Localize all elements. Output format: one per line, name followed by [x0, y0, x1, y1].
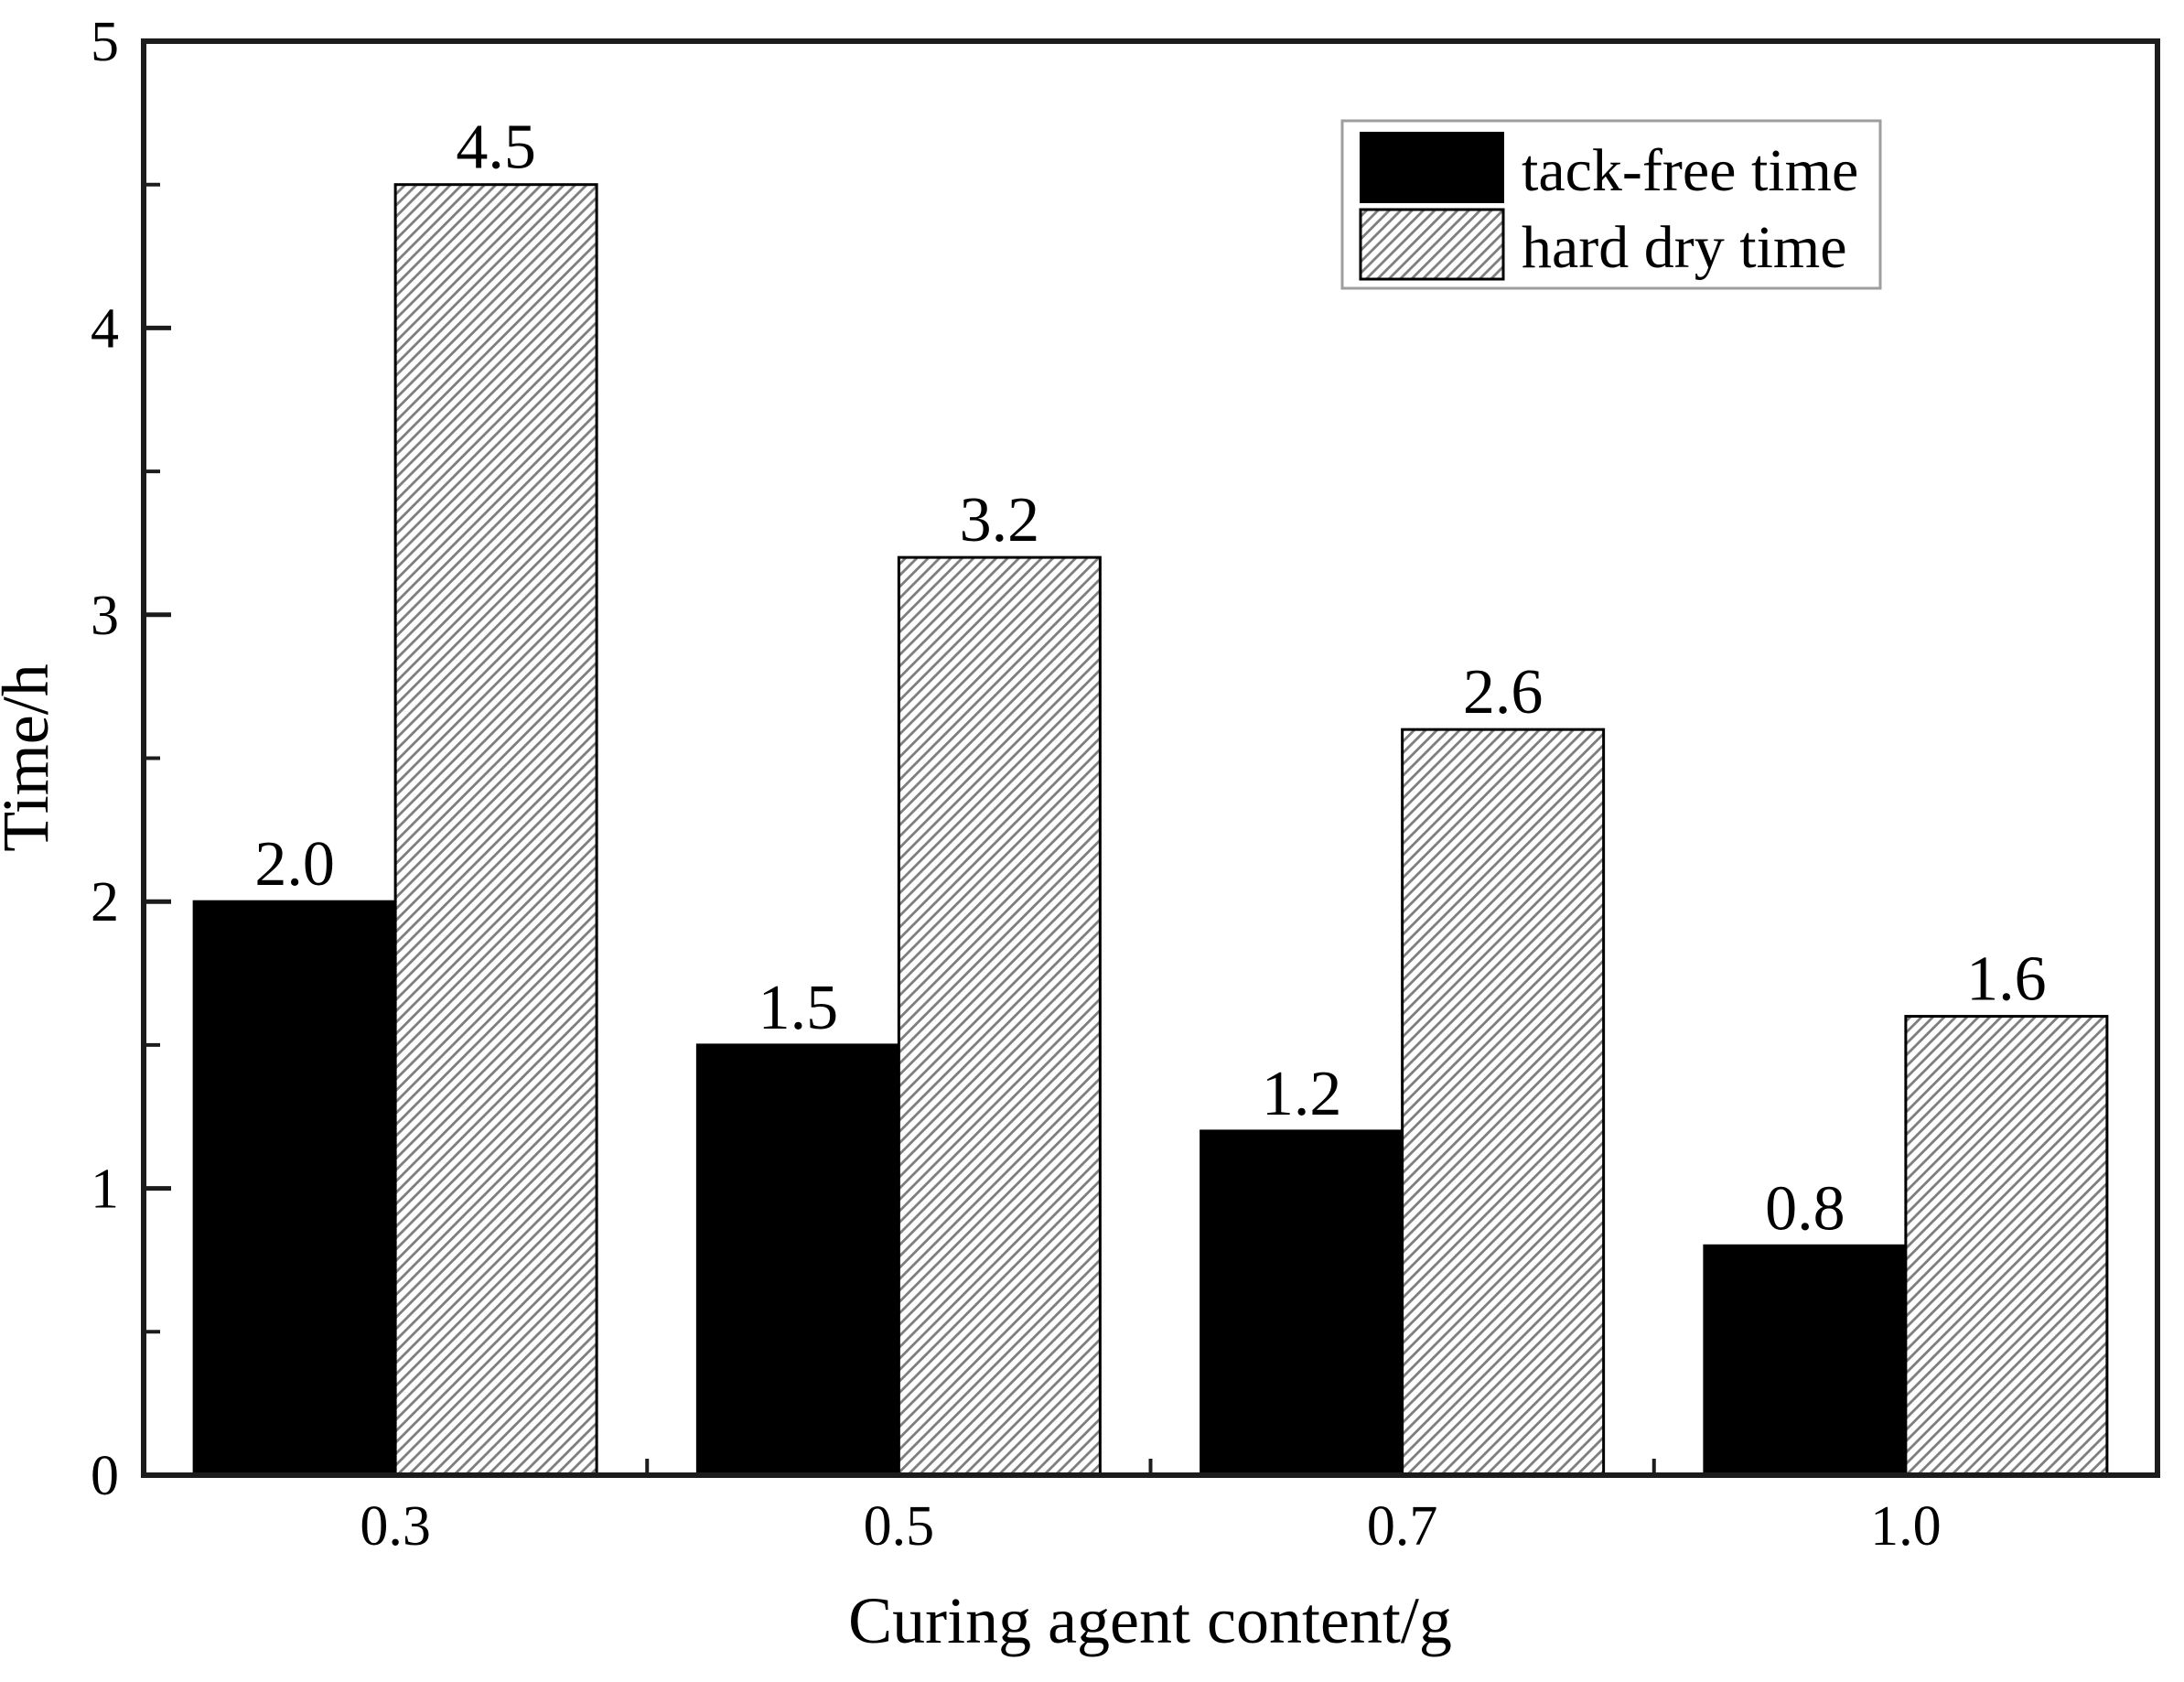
bar-tack-free-time-0.5 — [695, 1043, 900, 1477]
bar-hard-dry-time-1.0 — [1904, 1015, 2109, 1477]
legend-swatch-hard-dry-time — [1359, 208, 1505, 281]
value-labels-layer: 2.0 4.5 1.5 3.2 1.2 2.6 0.8 1.6 — [254, 113, 2046, 1245]
y-tick-label-3: 3 — [91, 585, 119, 647]
x-tick-label-0.5: 0.5 — [864, 1495, 935, 1558]
bar-value-label: 1.6 — [1966, 944, 2047, 1015]
x-tick-label-0.3: 0.3 — [360, 1495, 431, 1558]
bar-hard-dry-time-0.3 — [393, 183, 598, 1477]
axis-ticks-layer — [144, 38, 1656, 1478]
y-axis-title: Time/h — [0, 663, 62, 851]
y-tick-label-5: 5 — [91, 11, 119, 73]
bar-tack-free-time-1.0 — [1703, 1244, 1908, 1477]
y-tick-label-4: 4 — [91, 297, 119, 360]
bar-value-label: 1.2 — [1262, 1059, 1342, 1129]
legend-label-hard-dry-time: hard dry time — [1522, 214, 1847, 281]
bar-tack-free-time-0.7 — [1200, 1129, 1404, 1477]
x-axis-title: Curing agent content/g — [848, 1584, 1452, 1657]
bar-hard-dry-time-0.7 — [1401, 728, 1606, 1477]
bars-layer — [192, 183, 2109, 1477]
y-tick-label-1: 1 — [91, 1159, 119, 1221]
y-tick-label-0: 0 — [91, 1445, 119, 1507]
tick-labels-layer: 0.3 0.5 0.7 1.0 0 1 2 3 4 5 — [91, 11, 1942, 1558]
bar-value-label: 4.5 — [456, 113, 536, 183]
bar-value-label: 0.8 — [1765, 1173, 1845, 1244]
bar-value-label: 1.5 — [758, 973, 839, 1043]
bar-tack-free-time-0.3 — [192, 900, 397, 1477]
x-tick-label-0.7: 0.7 — [1367, 1495, 1438, 1558]
x-tick-label-1.0: 1.0 — [1870, 1495, 1942, 1558]
bar-value-label: 3.2 — [960, 485, 1040, 555]
bar-value-label: 2.6 — [1463, 657, 1544, 728]
bar-hard-dry-time-0.5 — [897, 555, 1102, 1477]
bar-value-label: 2.0 — [254, 829, 335, 900]
legend: tack-free time hard dry time — [1340, 119, 1882, 290]
y-tick-label-2: 2 — [91, 871, 119, 933]
legend-swatch-tack-free-time — [1360, 132, 1504, 203]
legend-label-tack-free-time: tack-free time — [1522, 137, 1858, 204]
